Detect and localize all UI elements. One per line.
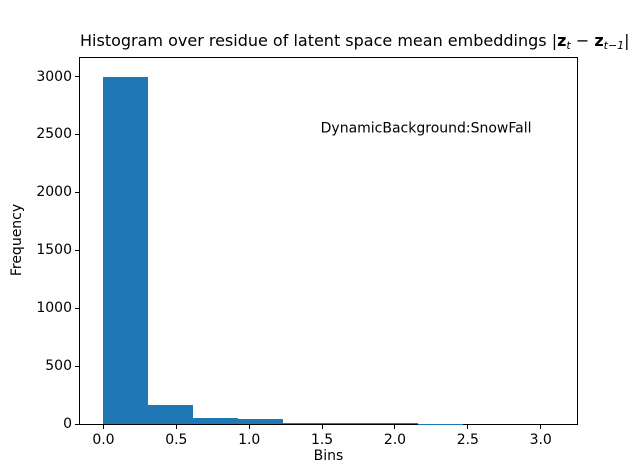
histogram-bar [103, 76, 149, 424]
title-math-sub1: t [566, 39, 571, 52]
x-tick [467, 425, 469, 429]
annotation-label: DynamicBackground:SnowFall [320, 120, 532, 137]
x-tick-label: 0.5 [165, 432, 188, 448]
y-axis-label: Frequency [9, 203, 25, 277]
x-tick [248, 425, 250, 429]
histogram-bar [328, 423, 374, 424]
y-tick-label: 1500 [36, 242, 72, 259]
title-math-minus: − [570, 31, 595, 50]
x-tick-label: 3.0 [529, 432, 552, 448]
x-tick-label: 1.5 [310, 432, 334, 448]
x-tick-label: 0.0 [92, 432, 115, 448]
x-tick [394, 425, 396, 429]
plot-area: DynamicBackground:SnowFall 0.0 0.5 1.0 1.5 2… [36, 57, 578, 448]
histogram-bar [238, 419, 284, 424]
x-tick-label: 1.0 [238, 432, 261, 448]
title-math-close: | [624, 31, 630, 50]
x-axis-label: Bins [313, 448, 344, 464]
x-tick-label: 2.5 [456, 432, 479, 448]
x-tick [321, 425, 323, 429]
x-tick [540, 425, 542, 429]
y-tick [75, 249, 79, 251]
histogram-bar [193, 417, 239, 424]
chart-title: Histogram over residue of latent space m… [80, 31, 630, 52]
histogram-bar [283, 422, 329, 424]
title-math-z2: z [594, 31, 604, 50]
x-tick [102, 425, 104, 429]
title-text: Histogram over residue of latent space m… [80, 31, 558, 50]
histogram-bar [148, 405, 194, 424]
y-tick-label: 2000 [36, 184, 72, 201]
y-tick-label: 0 [63, 416, 72, 432]
y-tick-label: 2500 [36, 126, 72, 143]
y-tick-label: 3000 [36, 68, 72, 85]
y-tick [75, 191, 79, 193]
y-tick-label: 1000 [36, 300, 72, 317]
histogram-bar [373, 423, 418, 424]
y-tick [75, 365, 79, 367]
x-tick [175, 425, 177, 429]
title-math-sub2: t−1 [603, 39, 625, 52]
y-tick [75, 423, 79, 425]
x-tick-label: 2.0 [383, 432, 407, 448]
y-tick [75, 76, 79, 78]
y-tick [75, 307, 79, 309]
y-tick-label: 500 [45, 358, 72, 375]
title-math-z1: z [557, 31, 567, 50]
y-tick [75, 133, 79, 135]
